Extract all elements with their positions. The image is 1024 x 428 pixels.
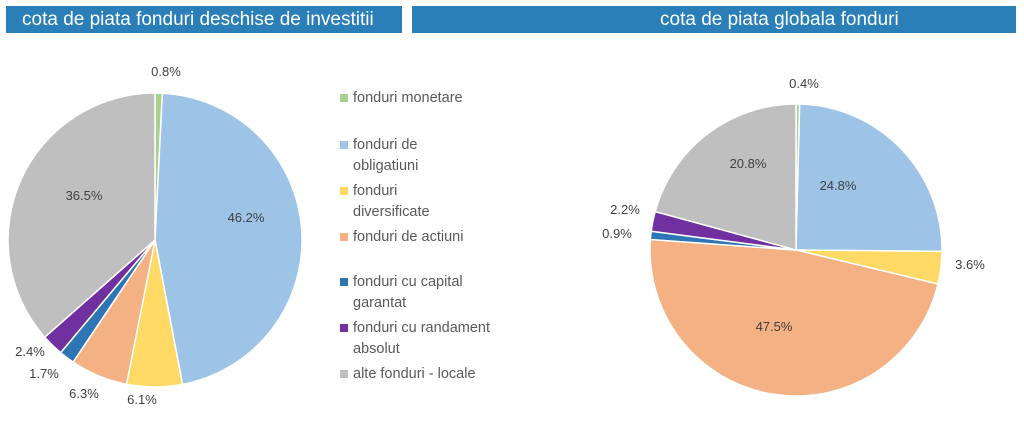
legend-swatch-monetare — [340, 94, 348, 102]
legend-swatch-alte-fonduri — [340, 370, 348, 378]
right-pie-slice-obligatiuni — [795, 103, 943, 253]
legend-swatch-actiuni — [340, 233, 348, 241]
right-data-label-actiuni: 47.5% — [756, 319, 793, 334]
legend-label: fonduri monetare — [353, 90, 463, 106]
legend-label: fonduri cu randament absolut — [353, 320, 491, 357]
right-chart-title-bar: cota de piata globala fonduri — [412, 6, 1016, 33]
right-data-label-randament-absolut: 2.2% — [610, 202, 640, 217]
left-pie-slice-alte-fonduri — [7, 92, 156, 339]
left-data-label-actiuni: 6.3% — [69, 386, 99, 401]
right-data-label-obligatiuni: 24.8% — [820, 178, 857, 193]
right-data-label-capital-garantat: 0.9% — [602, 226, 632, 241]
legend-label: alte fonduri - locale — [353, 366, 476, 382]
right-data-label-monetare: 0.4% — [789, 76, 819, 91]
legend-swatch-capital-garantat — [340, 278, 348, 286]
right-pie-slice-actiuni — [649, 238, 939, 397]
left-pie-slice-obligatiuni — [154, 92, 303, 386]
right-data-label-alte-fonduri: 20.8% — [730, 156, 767, 171]
legend-swatch-diversificate — [340, 187, 348, 195]
left-data-label-randament-absolut: 2.4% — [15, 344, 45, 359]
legend-label: fonduri de actiuni — [353, 229, 464, 245]
left-data-label-diversificate: 6.1% — [127, 392, 157, 407]
legend-swatch-randament-absolut — [340, 324, 348, 332]
right-data-label-diversificate: 3.6% — [955, 257, 985, 272]
left-data-label-capital-garantat: 1.7% — [29, 366, 59, 381]
legend-label: fonduri de obligatiuni — [353, 137, 419, 174]
legend-label: fonduri cu capital garantat — [353, 274, 463, 311]
left-chart-title-bar: cota de piata fonduri deschise de invest… — [6, 6, 402, 33]
left-chart-title: cota de piata fonduri deschise de invest… — [22, 9, 374, 30]
left-data-label-alte-fonduri: 36.5% — [66, 188, 103, 203]
right-pie-slice-alte-fonduri — [654, 103, 797, 251]
legend-swatch-obligatiuni — [340, 141, 348, 149]
right-chart-title: cota de piata globala fonduri — [660, 9, 899, 30]
left-data-label-obligatiuni: 46.2% — [228, 210, 265, 225]
left-data-label-monetare: 0.8% — [151, 64, 181, 79]
legend-label: fonduri diversificate — [353, 183, 430, 220]
